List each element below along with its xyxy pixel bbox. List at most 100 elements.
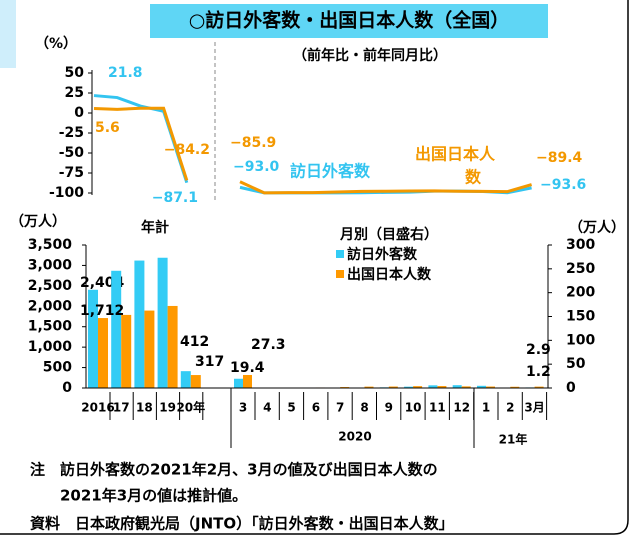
bar — [144, 310, 155, 388]
bar — [534, 386, 544, 388]
y-tick-label: 0 — [74, 105, 84, 121]
x-tick-label: 7 — [336, 401, 344, 415]
note: 資料 日本政府観光局（JNTO）「訪日外客数・出国日本人数」 — [30, 515, 454, 533]
y2-tick-label: 250 — [566, 261, 595, 277]
bar — [452, 385, 462, 388]
data-label: 2.9 — [526, 342, 551, 358]
y-tick-label: -25 — [59, 125, 84, 141]
title: ○訪日外客数・出国日本人数（全国） — [189, 9, 510, 32]
x-tick-label: 3 — [239, 401, 247, 415]
data-label: −93.0 — [233, 159, 280, 175]
legend-title: 月別（目盛右） — [339, 226, 438, 243]
y-label: （%） — [35, 36, 77, 52]
bar — [404, 386, 414, 388]
y-tick-label: 3,000 — [28, 257, 73, 273]
bar — [121, 314, 132, 388]
line — [93, 106, 189, 181]
y-tick-label: 500 — [43, 360, 72, 376]
x-tick-label: 6 — [312, 401, 320, 415]
y-tick-label: -50 — [59, 145, 85, 161]
y2-tick-label: 300 — [566, 237, 595, 253]
y-tick-label: 3,500 — [28, 237, 73, 253]
y-tick-label: -100 — [49, 185, 84, 201]
bar — [180, 371, 191, 388]
x-tick-label: 9 — [385, 401, 393, 415]
bar — [88, 289, 98, 388]
bar — [167, 305, 178, 388]
bar — [134, 260, 145, 388]
y2-tick-label: 0 — [566, 380, 576, 396]
bar — [190, 375, 201, 388]
bar — [477, 385, 486, 388]
x-tick-label: 19 — [159, 401, 176, 415]
bar — [243, 374, 252, 388]
legend-label: 訪日外客数 — [347, 246, 418, 263]
data-label: 5.6 — [95, 120, 120, 136]
y-tick-label: 0 — [62, 380, 72, 396]
data-label: −89.4 — [536, 150, 583, 166]
x-tick-label: 2 — [506, 401, 514, 415]
data-label: −93.6 — [540, 177, 586, 193]
group-label: 21年 — [499, 432, 528, 447]
y-label: （万人） — [10, 213, 66, 230]
legend-label: 出国日本人数 — [347, 266, 432, 283]
bar — [486, 386, 495, 388]
y2-tick-label: 100 — [566, 332, 595, 348]
bar — [510, 386, 520, 388]
x-tick-label: 2016 — [81, 401, 114, 415]
data-label: −84.2 — [164, 142, 210, 158]
data-label: 1.2 — [526, 364, 551, 380]
x-tick-label: 5 — [287, 401, 295, 415]
bar — [413, 386, 423, 388]
x-tick-label: 20年 — [176, 400, 205, 415]
bar — [111, 270, 122, 388]
y2-label: （万人） — [569, 219, 625, 236]
y-tick-label: -75 — [59, 165, 84, 181]
data-label: 27.3 — [251, 337, 286, 353]
x-tick-label: 18 — [136, 401, 153, 415]
data-label: 1,712 — [80, 303, 124, 319]
line — [239, 180, 533, 195]
subtitle: （前年比・前年同月比） — [293, 47, 447, 64]
side-panel — [0, 0, 16, 68]
x-tick-label: 3月 — [524, 401, 544, 415]
y2-tick-label: 50 — [566, 356, 586, 372]
bar — [388, 386, 398, 388]
note: 注 訪日外客数の2021年2月、3月の値及び出国日本人数の — [30, 461, 438, 479]
data-label: 19.4 — [230, 360, 265, 376]
data-label: −87.1 — [152, 190, 198, 206]
data-label: 317 — [195, 354, 224, 370]
y-tick-label: 25 — [65, 85, 84, 101]
bar — [461, 386, 471, 388]
series-annotation: 出国日本人 — [415, 145, 496, 164]
x-tick-label: 17 — [113, 401, 130, 415]
data-label: −85.9 — [230, 135, 276, 151]
x-tick-label: 10 — [405, 401, 422, 415]
bar — [428, 385, 438, 388]
y2-tick-label: 200 — [566, 285, 595, 301]
bar — [437, 386, 447, 388]
group-label: 2020 — [338, 430, 371, 444]
legend-swatch — [336, 270, 344, 278]
x-tick-label: 1 — [482, 401, 490, 415]
x-tick-label: 11 — [429, 401, 446, 415]
x-tick-label: 4 — [263, 401, 271, 415]
title-box — [150, 4, 548, 38]
bar — [234, 378, 243, 388]
annual-title: 年計 — [141, 219, 169, 236]
y-tick-label: 1,500 — [28, 319, 73, 335]
y-tick-label: 2,500 — [28, 278, 73, 294]
bar — [98, 318, 108, 388]
data-label: 412 — [180, 334, 209, 350]
legend-swatch — [336, 250, 344, 258]
y-tick-label: 50 — [65, 65, 85, 81]
note: 2021年3月の値は推計値。 — [30, 487, 247, 505]
data-label: 21.8 — [108, 65, 143, 81]
bar — [364, 386, 374, 388]
y-tick-label: 1,000 — [28, 339, 73, 355]
x-tick-label: 8 — [360, 401, 368, 415]
series-annotation: 訪日外客数 — [290, 162, 371, 181]
series-annotation: 数 — [465, 168, 482, 187]
